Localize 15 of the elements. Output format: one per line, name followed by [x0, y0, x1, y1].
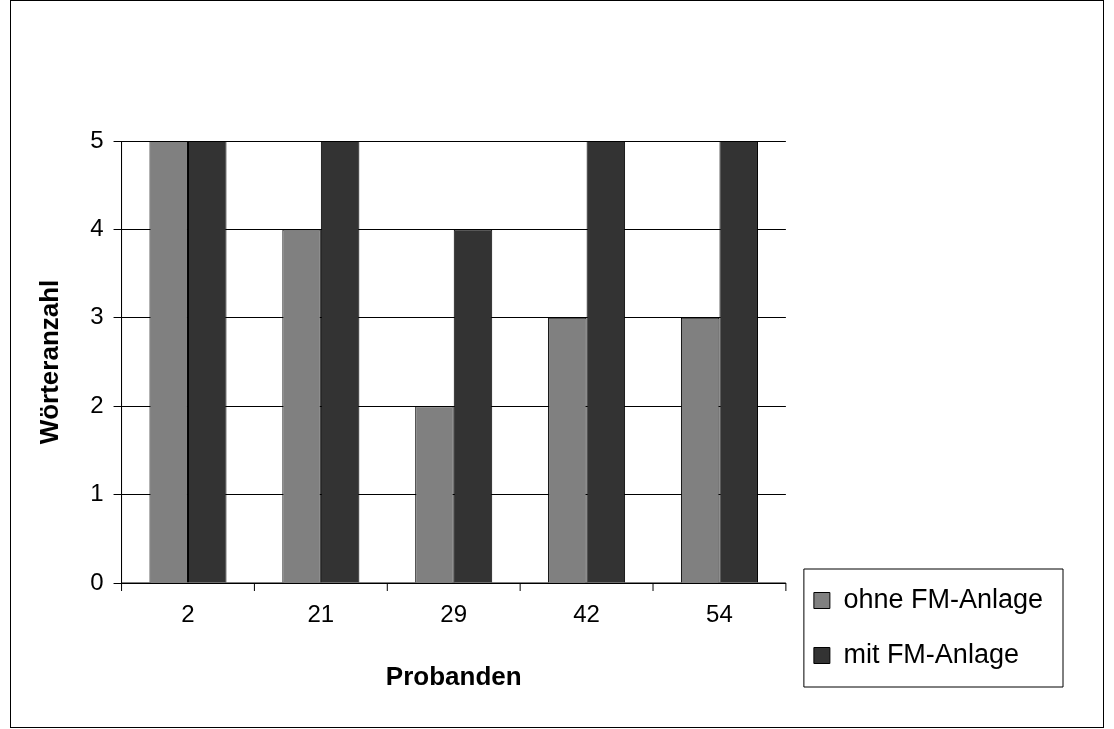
x-tick-label: 54 [706, 600, 733, 628]
x-tick-label: 42 [573, 600, 600, 628]
y-tick-label: 2 [90, 390, 104, 418]
y-tick-label: 1 [90, 479, 104, 507]
y-tick-label: 3 [90, 302, 104, 330]
x-tick-label: 2 [181, 600, 195, 628]
y-tick-label: 5 [90, 125, 104, 153]
legend-label: ohne FM-Anlage [843, 583, 1044, 614]
y-tick-label: 4 [90, 214, 104, 242]
y-axis-title: Wörteranzahl [33, 279, 64, 445]
x-axis-title: Probanden [385, 660, 522, 691]
legend-label: mit FM-Anlage [843, 638, 1019, 669]
y-tick-label: 0 [90, 567, 104, 595]
x-tick-label: 21 [307, 600, 335, 628]
x-tick-label: 29 [440, 600, 468, 628]
